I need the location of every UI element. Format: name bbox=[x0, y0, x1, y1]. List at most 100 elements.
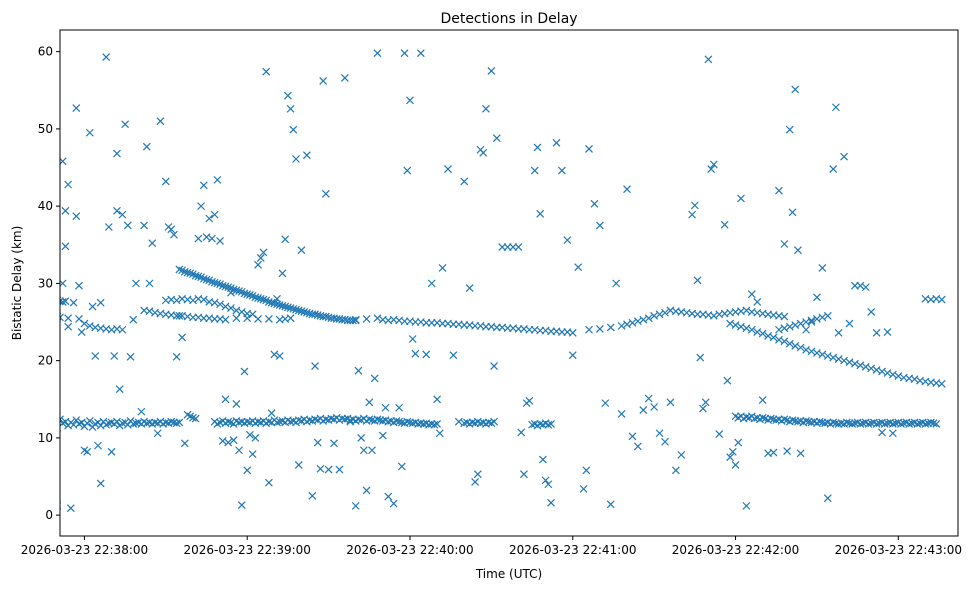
data-point bbox=[753, 298, 762, 306]
data-point bbox=[245, 291, 254, 299]
data-point bbox=[113, 149, 121, 158]
data-point bbox=[644, 314, 653, 323]
data-point bbox=[525, 396, 534, 405]
data-point bbox=[552, 138, 561, 147]
data-point bbox=[408, 335, 417, 343]
data-point bbox=[94, 441, 102, 450]
data-point bbox=[482, 104, 490, 113]
data-point bbox=[433, 420, 442, 428]
data-point bbox=[544, 480, 553, 489]
data-point bbox=[547, 420, 555, 428]
data-point bbox=[742, 501, 751, 510]
data-point bbox=[747, 325, 756, 334]
y-tick-label: 30 bbox=[38, 276, 53, 290]
data-point bbox=[240, 367, 249, 376]
y-tick-label: 10 bbox=[38, 431, 53, 445]
data-point bbox=[354, 366, 363, 375]
x-tick-label: 2026-03-23 22:43:00 bbox=[835, 543, 962, 557]
data-point bbox=[229, 436, 238, 445]
data-point bbox=[519, 470, 528, 479]
data-point bbox=[264, 314, 273, 323]
data-point bbox=[235, 287, 243, 296]
data-point bbox=[308, 491, 317, 500]
data-point bbox=[205, 214, 214, 223]
data-point bbox=[845, 319, 854, 328]
data-point bbox=[454, 417, 463, 426]
data-point bbox=[400, 49, 409, 58]
data-point bbox=[530, 166, 539, 175]
data-point bbox=[514, 243, 523, 252]
data-point bbox=[335, 465, 344, 474]
data-point bbox=[91, 352, 100, 360]
data-point bbox=[780, 337, 789, 346]
data-point bbox=[473, 470, 482, 479]
data-point bbox=[85, 128, 94, 137]
data-point bbox=[666, 398, 675, 407]
data-point bbox=[747, 290, 756, 299]
data-point bbox=[758, 329, 767, 338]
data-point bbox=[460, 177, 469, 186]
data-point bbox=[633, 442, 642, 451]
data-point bbox=[623, 185, 631, 194]
data-point bbox=[794, 246, 802, 255]
data-point bbox=[422, 350, 431, 359]
data-point bbox=[88, 302, 97, 311]
y-axis-label: Bistatic Delay (km) bbox=[10, 226, 24, 341]
data-point bbox=[319, 77, 328, 85]
data-point bbox=[113, 206, 121, 215]
data-point bbox=[720, 220, 729, 229]
data-point bbox=[785, 339, 794, 348]
data-point bbox=[823, 494, 832, 503]
data-point bbox=[544, 420, 553, 429]
data-point bbox=[64, 180, 73, 189]
data-point bbox=[148, 239, 157, 248]
data-point bbox=[487, 67, 496, 75]
data-point bbox=[69, 298, 78, 307]
data-point bbox=[267, 409, 276, 418]
data-point bbox=[104, 223, 113, 231]
data-point bbox=[102, 53, 111, 61]
data-point bbox=[726, 453, 735, 462]
data-point bbox=[395, 403, 404, 412]
plot-area bbox=[60, 49, 946, 513]
data-point bbox=[321, 189, 330, 198]
data-point bbox=[60, 313, 64, 322]
data-point bbox=[145, 279, 154, 288]
data-point bbox=[568, 351, 577, 360]
data-point bbox=[888, 429, 897, 438]
data-point bbox=[213, 279, 222, 288]
data-point bbox=[758, 396, 767, 404]
data-point bbox=[606, 500, 615, 509]
data-point bbox=[861, 283, 870, 292]
data-point bbox=[929, 419, 938, 428]
data-point bbox=[118, 210, 127, 219]
data-point bbox=[579, 484, 588, 493]
data-point bbox=[286, 314, 295, 323]
data-point bbox=[430, 420, 439, 429]
data-point bbox=[197, 202, 206, 211]
data-point bbox=[297, 246, 306, 255]
data-point bbox=[121, 120, 130, 129]
data-point bbox=[758, 413, 767, 422]
series-track-descending-1 bbox=[175, 265, 360, 325]
x-axis: 2026-03-23 22:38:00 2026-03-23 22:39:00 20… bbox=[21, 536, 962, 557]
data-point bbox=[208, 234, 216, 243]
data-point bbox=[937, 379, 946, 388]
data-point bbox=[286, 104, 295, 113]
data-point bbox=[585, 325, 593, 334]
data-point bbox=[644, 394, 653, 403]
x-tick-label: 2026-03-23 22:41:00 bbox=[509, 543, 636, 557]
data-point bbox=[126, 352, 135, 361]
data-point bbox=[224, 417, 233, 426]
data-point bbox=[465, 284, 474, 292]
y-tick-label: 20 bbox=[38, 354, 53, 368]
data-point bbox=[254, 260, 262, 269]
data-point bbox=[283, 91, 292, 100]
data-point bbox=[61, 242, 70, 251]
data-point bbox=[178, 333, 187, 342]
data-point bbox=[368, 446, 376, 455]
data-point bbox=[273, 294, 281, 303]
data-point bbox=[471, 477, 480, 486]
data-point bbox=[699, 404, 707, 413]
